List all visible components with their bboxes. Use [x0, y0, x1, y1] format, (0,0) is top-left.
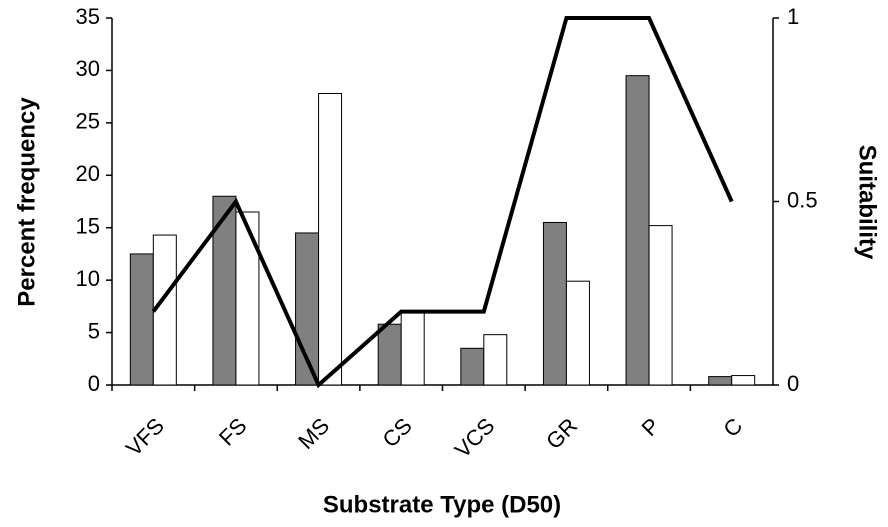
bar — [542, 221, 567, 386]
y2-axis-title: Suitability — [854, 145, 881, 260]
bar — [483, 334, 508, 386]
x-tick-label: C — [718, 413, 747, 442]
x-tick-label: VFS — [121, 413, 169, 461]
y2-tick-label: 0.5 — [787, 187, 818, 212]
bar — [400, 311, 425, 386]
y-tick-label: 10 — [76, 266, 100, 291]
x-tick-label: GR — [541, 413, 582, 454]
bar — [648, 225, 673, 386]
x-tick-label: MS — [293, 413, 334, 454]
x-tick-label: VCS — [450, 413, 500, 463]
bar — [625, 75, 650, 386]
suitability-line — [151, 16, 734, 389]
bar — [377, 323, 402, 386]
y-tick-label: 5 — [88, 318, 100, 343]
y-tick-label: 35 — [76, 4, 100, 29]
y-axis-title: Percent frequency — [13, 97, 40, 307]
y2-tick-label: 0 — [787, 371, 799, 396]
bar — [731, 375, 756, 386]
x-tick-label: CS — [378, 413, 417, 452]
x-axis-title: Substrate Type (D50) — [323, 491, 561, 518]
bar — [565, 280, 590, 386]
y-tick-label: 15 — [76, 214, 100, 239]
x-tick-label: P — [637, 413, 665, 441]
bar — [708, 376, 733, 386]
y2-tick-label: 1 — [787, 4, 799, 29]
y-tick-label: 20 — [76, 161, 100, 186]
bar — [318, 92, 343, 386]
x-tick-label: FS — [214, 413, 252, 451]
y-tick-label: 30 — [76, 56, 100, 81]
bar — [460, 347, 485, 386]
y-tick-label: 25 — [76, 109, 100, 134]
y-tick-label: 0 — [88, 371, 100, 396]
bar — [235, 211, 260, 386]
bar — [129, 253, 154, 386]
